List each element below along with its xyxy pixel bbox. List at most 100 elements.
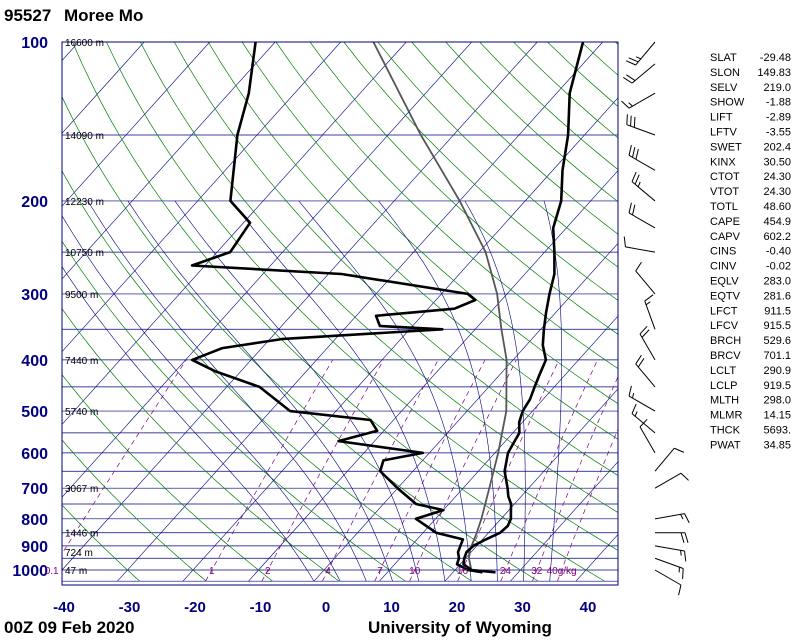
pressure-tick-label: 1000 (12, 563, 48, 580)
height-label: 47 m (65, 566, 87, 577)
dry-adiabat (62, 439, 207, 582)
moist-adiabat (464, 200, 526, 582)
index-key: BRCV (710, 350, 741, 362)
index-key: BRCH (710, 335, 741, 347)
mixing-ratio-line (62, 359, 187, 555)
barb-flag (641, 329, 650, 338)
isotherm-line (117, 42, 603, 582)
index-key: LCLT (710, 365, 736, 377)
index-value: -0.02 (766, 261, 791, 273)
index-row: CTOT 24.30 (710, 171, 791, 183)
wind-barbs (621, 41, 690, 596)
barb-flag (623, 236, 626, 247)
moist-adiabat (127, 200, 393, 582)
wind-barb (639, 325, 656, 361)
barb-flag (635, 261, 642, 272)
wind-barb (654, 569, 682, 596)
index-row: LIFT -2.89 (710, 112, 791, 124)
wind-barb (635, 261, 656, 295)
index-key: LFCT (710, 305, 738, 317)
index-key: THCK (710, 425, 741, 437)
barb-shaft (625, 246, 656, 253)
height-label: 3067 m (65, 484, 98, 495)
index-key: LFTV (710, 127, 738, 139)
height-label: 14090 m (65, 131, 104, 142)
barb-shaft (628, 92, 656, 109)
index-row: BRCH 529.6 (710, 335, 791, 347)
mixing-ratio-line (500, 359, 598, 582)
barb-flag (674, 447, 685, 453)
barb-flag (626, 74, 636, 81)
index-key: VTOT (710, 186, 739, 198)
wind-barb (628, 385, 656, 412)
index-value: 24.30 (763, 186, 791, 198)
barb-flag (621, 100, 630, 109)
index-value: -1.88 (766, 97, 791, 109)
wind-barb (639, 418, 656, 454)
isotherm-line (62, 42, 145, 134)
barb-shaft (654, 472, 682, 489)
index-row: THCK 5693. (710, 425, 791, 437)
mixing-ratio-label: 4 (325, 566, 331, 577)
index-key: SELV (710, 82, 738, 94)
index-key: PWAT (710, 439, 741, 451)
barb-flag (628, 385, 632, 397)
mixing-ratio-line (322, 359, 439, 582)
barb-half (645, 301, 651, 306)
moist-adiabat (230, 200, 446, 582)
temperature-tick-label: 0 (322, 599, 330, 616)
index-row: MLMR 14.15 (710, 410, 791, 422)
barb-flag (628, 57, 639, 63)
dry-adiabat (377, 42, 618, 268)
mixing-ratio-label: 2 (265, 566, 271, 577)
barb-half (634, 411, 638, 417)
index-key: KINX (710, 156, 736, 168)
index-row: EQTV 281.6 (710, 290, 791, 302)
isotherm-line (379, 315, 618, 582)
dry-adiabat (62, 240, 406, 582)
barb-shaft (631, 413, 656, 434)
temperature-tick-label: 30 (514, 599, 531, 616)
mixing-ratio-line (409, 359, 517, 582)
index-row: CAPV 602.2 (710, 231, 791, 243)
barb-flag (678, 584, 682, 596)
barb-flag (631, 171, 637, 182)
index-row: MLTH 298.0 (710, 395, 791, 407)
index-row: PWAT 34.85 (710, 439, 791, 451)
temperature-tick-label: -30 (119, 599, 141, 616)
barb-shaft (654, 545, 685, 552)
barb-flag (682, 568, 684, 579)
wind-barb (631, 171, 656, 202)
index-key: CTOT (710, 171, 740, 183)
barb-flag (684, 532, 689, 543)
parcel-trace (372, 42, 508, 571)
wind-barb (628, 202, 656, 229)
index-value: 34.85 (763, 439, 791, 451)
pressure-tick-label: 200 (21, 194, 48, 211)
barb-flag (644, 294, 654, 302)
wind-barb (644, 294, 656, 330)
index-value: 5693. (763, 425, 791, 437)
mixing-ratio-label: 0.1 (45, 566, 59, 577)
index-row: LCLT 290.9 (710, 365, 791, 377)
index-row: CINS -0.40 (710, 246, 791, 258)
pressure-axis: 100 200 300 400 500 600 700 800 900 1000 (12, 35, 48, 580)
isotherm-line (313, 242, 618, 582)
index-key: MLTH (710, 395, 739, 407)
barb-flag (680, 532, 685, 543)
index-key: EQLV (710, 276, 739, 288)
barb-half (631, 392, 635, 399)
mixing-ratio-labels: 0.1 1 2 4 7 10 16 24 32 40g/kg (45, 566, 577, 577)
dry-adiabat (275, 42, 618, 370)
index-key: CINV (710, 261, 737, 273)
barb-flag (626, 114, 628, 125)
index-value: 298.0 (763, 395, 791, 407)
mixing-ratio-label: 24 (500, 566, 512, 577)
height-label: 724 m (65, 548, 93, 559)
barb-half (635, 56, 642, 60)
barb-flag (680, 472, 689, 481)
barb-flag (631, 403, 637, 414)
barb-shaft (635, 270, 656, 295)
index-key: TOTL (710, 201, 738, 213)
dry-adiabat (62, 374, 273, 582)
